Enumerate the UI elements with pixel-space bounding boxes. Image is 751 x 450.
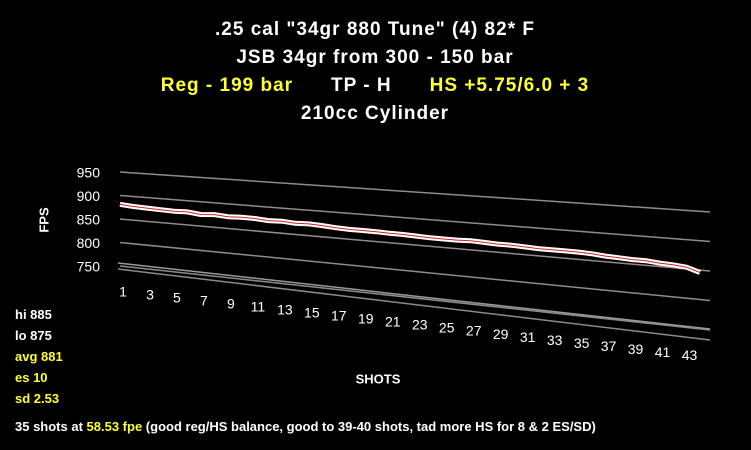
annotation-segment: lo 875 xyxy=(15,328,52,343)
x-tick-label: 11 xyxy=(251,299,266,315)
title-segment: JSB 34gr from 300 - 150 bar xyxy=(236,47,513,68)
annotation-segment: hi 885 xyxy=(15,307,52,322)
title-segment: HS +5.75/6.0 + 3 xyxy=(430,75,590,96)
annotation-segment: es 10 xyxy=(15,370,48,385)
x-tick-label: 19 xyxy=(358,311,374,327)
annotation: 35 shots at 58.53 fpe (good reg/HS balan… xyxy=(15,419,596,434)
title-segment: .25 cal "34gr 880 Tune" (4) 82* F xyxy=(215,19,535,40)
x-tick-label: 27 xyxy=(466,323,482,339)
floor-edge xyxy=(117,268,711,341)
grid-line xyxy=(119,241,711,302)
x-tick-label: 25 xyxy=(439,320,455,336)
grid-line xyxy=(119,218,711,272)
x-tick-label: 17 xyxy=(331,308,347,324)
floor-edge xyxy=(117,262,711,330)
annotation-segment: 35 shots at xyxy=(15,419,87,434)
x-tick-label: 23 xyxy=(412,317,428,333)
grid-line xyxy=(119,194,711,243)
title-segment: Reg - 199 bar xyxy=(161,75,293,96)
x-tick-label: 5 xyxy=(173,289,181,305)
annotation: lo 875 xyxy=(15,328,52,343)
title-line: JSB 34gr from 300 - 150 bar xyxy=(236,47,513,68)
title-segment: 210cc Cylinder xyxy=(301,103,449,124)
annotation: hi 885 xyxy=(15,307,52,322)
x-tick-label: 9 xyxy=(227,295,235,311)
annotation: sd 2.53 xyxy=(15,391,59,406)
annotation: avg 881 xyxy=(15,349,63,364)
title-line: 210cc Cylinder xyxy=(301,103,449,124)
x-tick-label: 41 xyxy=(655,344,671,360)
y-tick-label: 900 xyxy=(77,188,101,204)
y-tick-label: 950 xyxy=(77,165,101,181)
x-tick-label: 35 xyxy=(574,335,590,351)
annotation-segment: (good reg/HS balance, good to 39-40 shot… xyxy=(142,419,596,434)
x-tick-label: 39 xyxy=(628,341,644,357)
x-tick-label: 13 xyxy=(277,302,293,318)
y-tick-label: 750 xyxy=(77,259,101,275)
x-tick-label: 31 xyxy=(520,329,536,345)
y-tick-label: 850 xyxy=(77,212,101,228)
annotation-segment: avg 881 xyxy=(15,349,63,364)
annotation: es 10 xyxy=(15,370,48,385)
x-tick-label: 1 xyxy=(119,283,127,299)
x-tick-label: 29 xyxy=(493,326,509,342)
annotation-segment: 58.53 fpe xyxy=(87,419,143,434)
x-tick-label: 3 xyxy=(146,286,154,302)
x-tick-label: 33 xyxy=(547,332,563,348)
title-line: Reg - 199 bar TP - H HS +5.75/6.0 + 3 xyxy=(161,75,590,96)
annotation-segment: sd 2.53 xyxy=(15,391,59,406)
x-axis-label: SHOTS xyxy=(356,371,401,386)
x-tick-label: 15 xyxy=(304,305,320,321)
x-tick-label: 21 xyxy=(385,314,401,330)
y-tick-label: 800 xyxy=(77,235,101,251)
x-tick-label: 37 xyxy=(601,338,617,354)
x-tick-label: 43 xyxy=(682,347,698,363)
title-line: .25 cal "34gr 880 Tune" (4) 82* F xyxy=(215,19,535,40)
x-tick-label: 7 xyxy=(200,292,208,308)
title-segment: TP - H xyxy=(331,75,392,96)
grid-line xyxy=(119,265,711,331)
line-highlight xyxy=(119,203,701,273)
grid-line xyxy=(119,171,711,213)
y-axis-label: FPS xyxy=(36,207,51,233)
